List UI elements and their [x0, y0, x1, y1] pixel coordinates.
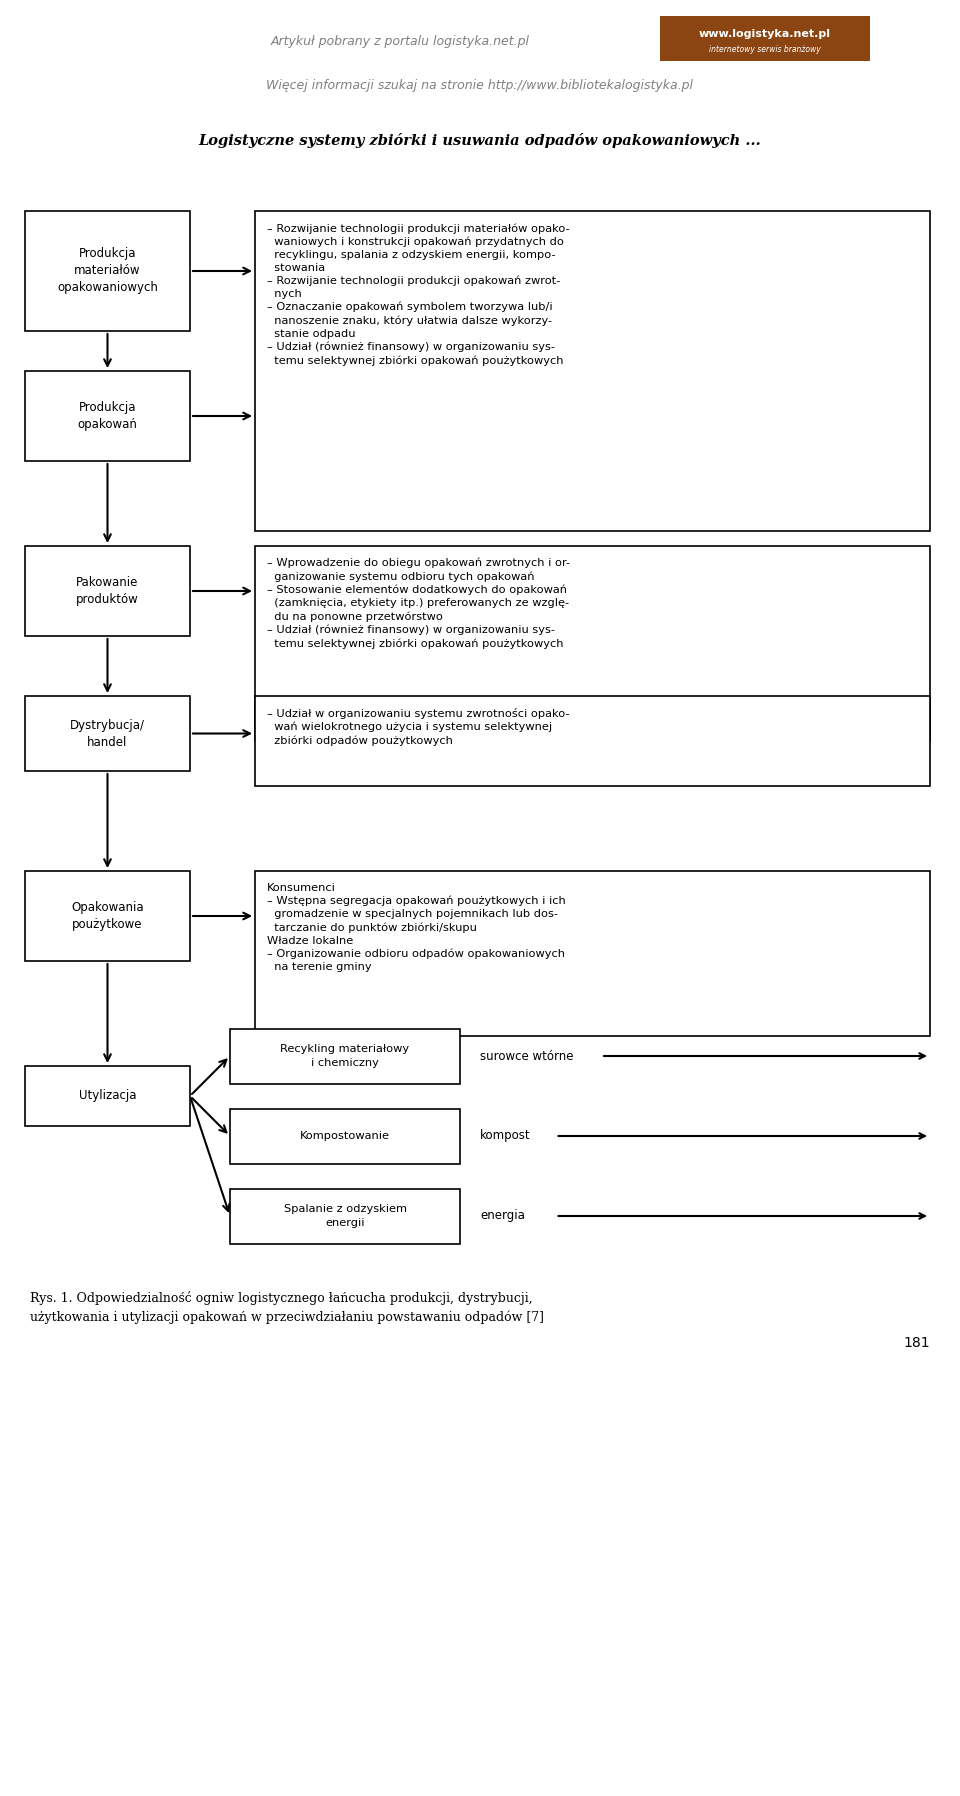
Text: Spalanie z odzyskiem
energii: Spalanie z odzyskiem energii: [283, 1205, 406, 1228]
FancyBboxPatch shape: [25, 697, 190, 770]
Text: Artykuł pobrany z portalu logistyka.net.pl: Artykuł pobrany z portalu logistyka.net.…: [271, 34, 530, 47]
Text: – Wprowadzenie do obiegu opakowań zwrotnych i or-
  ganizowanie systemu odbioru : – Wprowadzenie do obiegu opakowań zwrotn…: [267, 559, 570, 648]
Text: Opakowania
poużytkowe: Opakowania poużytkowe: [71, 902, 144, 930]
FancyBboxPatch shape: [255, 546, 930, 742]
FancyBboxPatch shape: [660, 16, 870, 61]
FancyBboxPatch shape: [255, 871, 930, 1036]
Text: – Rozwijanie technologii produkcji materiałów opako-
  waniowych i konstrukcji o: – Rozwijanie technologii produkcji mater…: [267, 223, 569, 366]
Text: – Udział w organizowaniu systemu zwrotności opako-
  wań wielokrotnego użycia i : – Udział w organizowaniu systemu zwrotno…: [267, 708, 569, 745]
FancyBboxPatch shape: [25, 210, 190, 330]
FancyBboxPatch shape: [255, 210, 930, 532]
FancyBboxPatch shape: [25, 1067, 190, 1126]
Text: internetowy serwis branżowy: internetowy serwis branżowy: [709, 45, 821, 54]
Text: Utylizacja: Utylizacja: [79, 1090, 136, 1103]
FancyBboxPatch shape: [230, 1108, 460, 1164]
FancyBboxPatch shape: [230, 1189, 460, 1243]
Text: Pakowanie
produktów: Pakowanie produktów: [76, 577, 139, 605]
Text: Produkcja
opakowań: Produkcja opakowań: [78, 401, 137, 431]
FancyBboxPatch shape: [25, 372, 190, 462]
Text: surowce wtórne: surowce wtórne: [480, 1049, 573, 1063]
Text: kompost: kompost: [480, 1130, 531, 1142]
FancyBboxPatch shape: [255, 697, 930, 787]
Text: Recykling materiałowy
i chemiczny: Recykling materiałowy i chemiczny: [280, 1045, 410, 1067]
FancyBboxPatch shape: [25, 546, 190, 636]
Text: Kompostowanie: Kompostowanie: [300, 1131, 390, 1140]
Text: Dystrybucja/
handel: Dystrybucja/ handel: [70, 718, 145, 749]
Text: Logistyczne systemy zbiórki i usuwania odpadów opakowaniowych ...: Logistyczne systemy zbiórki i usuwania o…: [199, 133, 761, 149]
Text: Konsumenci
– Wstępna segregacja opakowań poużytkowych i ich
  gromadzenie w spec: Konsumenci – Wstępna segregacja opakowań…: [267, 884, 565, 972]
FancyBboxPatch shape: [25, 871, 190, 961]
Text: Rys. 1. Odpowiedzialność ogniw logistycznego łańcucha produkcji, dystrybucji,
uż: Rys. 1. Odpowiedzialność ogniw logistycz…: [30, 1291, 544, 1324]
Text: 181: 181: [903, 1336, 930, 1351]
Text: Więcej informacji szukaj na stronie http://www.bibliotekalogistyka.pl: Więcej informacji szukaj na stronie http…: [267, 79, 693, 93]
Text: Produkcja
materiałów
opakowaniowych: Produkcja materiałów opakowaniowych: [57, 248, 158, 295]
Text: energia: energia: [480, 1209, 525, 1223]
FancyBboxPatch shape: [230, 1029, 460, 1083]
Text: www.logistyka.net.pl: www.logistyka.net.pl: [699, 29, 831, 40]
